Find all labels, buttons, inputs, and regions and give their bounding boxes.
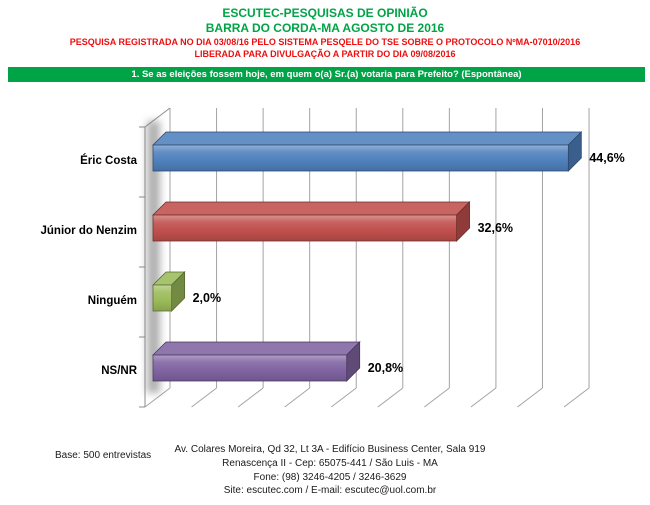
gridline-floor-segment	[191, 387, 217, 408]
registration-info: PESQUISA REGISTRADA NO DIA 03/08/16 PELO…	[69, 37, 581, 47]
gridline-floor-segment	[563, 387, 590, 408]
gridline-floor-segment	[330, 387, 357, 408]
category-label: Éric Costa	[80, 154, 137, 167]
poll-company-title: ESCUTEC-PESQUISAS DE OPINIÃO	[222, 6, 428, 20]
gridline-floor-segment	[284, 387, 310, 408]
category-label: Júnior do Nenzim	[41, 225, 137, 237]
gridline-floor-segment	[377, 387, 404, 408]
gridline-floor-segment	[517, 387, 543, 408]
address-block: Av. Colares Moreira, Qd 32, Lt 3A - Edif…	[130, 443, 530, 498]
bar-ningu-m	[152, 271, 186, 312]
bar-front-face	[152, 284, 173, 312]
address-line: Fone: (98) 3246-4205 / 3246-3629	[253, 471, 407, 483]
address-line: Av. Colares Moreira, Qd 32, Lt 3A - Edif…	[174, 444, 486, 455]
bar-top-face	[152, 201, 471, 216]
bar-front-face	[152, 144, 569, 172]
bar-front-face	[152, 354, 348, 382]
bar-top-face	[152, 131, 583, 146]
gridline-floor-segment	[144, 387, 171, 408]
value-label: 2,0%	[193, 291, 222, 305]
category-label: NS/NR	[101, 365, 137, 377]
gridline-floor-segment	[237, 387, 264, 408]
sample-base-note: Base: 500 entrevistas	[55, 450, 152, 461]
address-line: Site: escutec.com / E-mail: escutec@uol.…	[223, 485, 437, 497]
bar-front-face	[152, 214, 457, 242]
bar--ric-costa	[152, 131, 583, 172]
value-label: 32,6%	[478, 221, 513, 235]
gridline-floor-segment	[424, 387, 450, 408]
gridline-floor-segment	[470, 387, 497, 408]
wall-shadow	[147, 121, 160, 393]
release-info: LIBERADA PARA DIVULGAÇÃO A PARTIR DO DIA…	[194, 49, 456, 59]
bar-top-face	[152, 341, 361, 356]
poll-location-date: BARRA DO CORDA-MA AGOSTO DE 2016	[205, 21, 445, 35]
bar-j-nior-do-nenzim	[152, 201, 471, 242]
value-label: 44,6%	[589, 151, 624, 165]
value-label: 20,8%	[368, 361, 403, 375]
question-banner: 1. Se as eleições fossem hoje, em quem o…	[8, 67, 645, 82]
bar-ns-nr	[152, 341, 361, 382]
category-label: Ninguém	[88, 295, 137, 307]
address-line: Renascença II - Cep: 65075-441 / São Lui…	[222, 457, 438, 469]
